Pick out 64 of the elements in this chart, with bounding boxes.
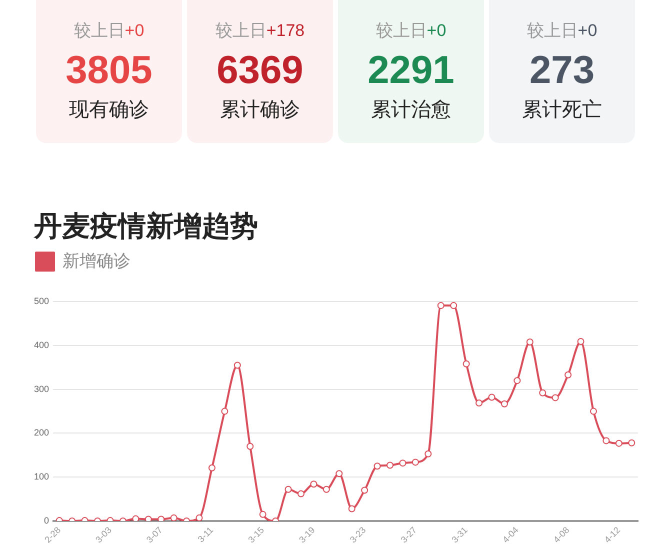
- category-label: 累计治愈: [371, 98, 451, 123]
- point: [196, 514, 203, 521]
- point: [297, 490, 304, 498]
- point: [234, 362, 241, 369]
- text: 较上日: [215, 21, 266, 40]
- point: [208, 464, 216, 472]
- data-label: +0: [124, 20, 144, 42]
- data-label: 6369: [216, 49, 304, 93]
- point: [577, 338, 584, 346]
- point: [450, 302, 458, 310]
- point: [500, 400, 508, 408]
- point: [221, 408, 228, 415]
- category-label: 现有确诊: [69, 98, 149, 123]
- chart-title: 丹麦疫情新增趋势: [33, 210, 258, 242]
- text: 较上日: [376, 21, 427, 40]
- data-label: 273: [529, 49, 595, 93]
- point: [514, 377, 521, 384]
- data-label: +0: [426, 20, 446, 42]
- x-tick-label: 3-31: [450, 524, 470, 545]
- point: [158, 516, 165, 521]
- y-tick-label: 200: [34, 428, 49, 438]
- point: [424, 450, 432, 458]
- y-tick-label: 300: [34, 384, 49, 394]
- category-label: 累计确诊: [220, 98, 300, 123]
- y-tick-label: 400: [34, 340, 49, 350]
- point: [399, 460, 406, 467]
- point: [437, 302, 444, 310]
- legend-label: 新增确诊: [62, 251, 130, 270]
- y-tick-label: 500: [34, 296, 49, 306]
- point: [310, 480, 318, 488]
- y-tick-label: 100: [34, 472, 49, 482]
- point: [628, 439, 636, 446]
- data-label: 2291: [368, 49, 454, 93]
- point: [144, 516, 152, 521]
- point: [259, 510, 266, 518]
- data-label: +0: [578, 20, 598, 42]
- point: [526, 338, 534, 346]
- point: [336, 470, 343, 478]
- point: [476, 399, 483, 406]
- x-tick-label: 3-11: [196, 524, 216, 544]
- y-tick-label: 0: [44, 515, 49, 526]
- point: [348, 505, 356, 512]
- point: [322, 486, 330, 493]
- point: [374, 462, 381, 470]
- point: [539, 389, 546, 396]
- point: [284, 486, 292, 493]
- point: [590, 408, 597, 415]
- text: 较上日: [526, 21, 578, 40]
- point: [361, 486, 368, 494]
- point: [552, 394, 559, 402]
- point: [602, 437, 610, 444]
- point: [246, 442, 254, 450]
- point: [170, 514, 178, 521]
- point: [488, 394, 496, 401]
- point: [462, 360, 470, 368]
- data-label: +178: [266, 20, 305, 42]
- point: [386, 462, 394, 469]
- category-label: 累计死亡: [522, 98, 602, 123]
- text: 较上日: [74, 20, 125, 42]
- point: [132, 515, 140, 521]
- point: [564, 371, 572, 378]
- data-label: 3805: [66, 49, 152, 93]
- point: [615, 440, 622, 447]
- point: [412, 458, 419, 466]
